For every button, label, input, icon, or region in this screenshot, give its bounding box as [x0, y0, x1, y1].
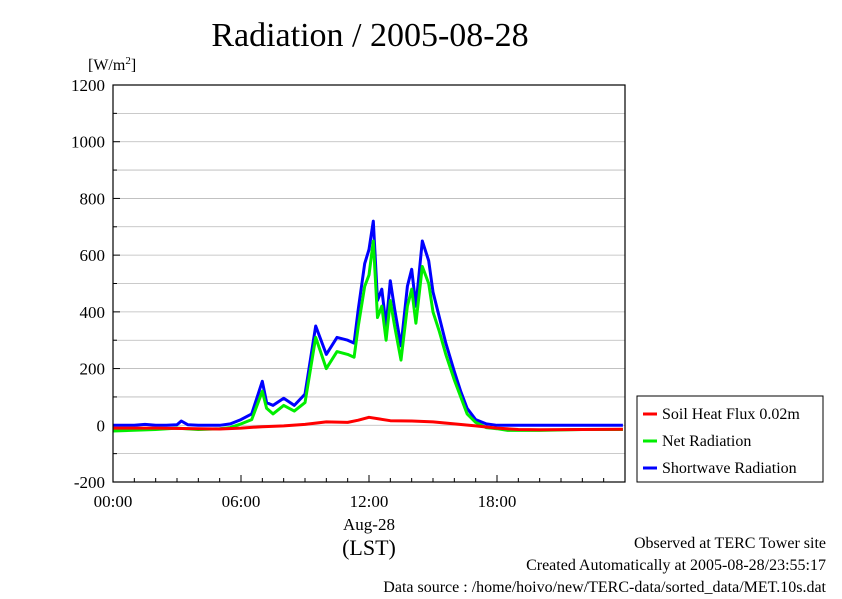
legend-items: Soil Heat Flux 0.02m Net Radiation Shortwa…	[643, 406, 800, 477]
legend-label: Net Radiation	[662, 433, 751, 450]
chart-title: Radiation / 2005-08-28	[211, 17, 528, 54]
series-line-shortwave-radiation	[113, 219, 623, 427]
series-line-net-radiation	[112, 239, 623, 433]
grid-lines	[112, 84, 626, 483]
y-axis-label-close: ]	[131, 57, 136, 74]
y-tick-label: 1000	[71, 133, 105, 152]
footer-observed: Observed at TERC Tower site	[633, 535, 826, 552]
x-tick-labels: 00:00 06:00 12:00 18:00	[94, 492, 517, 511]
x-tick-label: 06:00	[222, 492, 261, 511]
x-tick-label: 12:00	[350, 492, 389, 511]
footer-data-source: Data source : /home/hoivo/new/TERC-data/…	[383, 579, 826, 596]
footer-info: Observed at TERC Tower site Created Auto…	[383, 533, 826, 599]
series-lines	[112, 219, 623, 433]
y-axis-label-base: [W/m	[88, 57, 126, 74]
legend-box	[636, 395, 824, 483]
legend: Soil Heat Flux 0.02m Net Radiation Shortwa…	[636, 395, 824, 483]
x-axis-label: (LST)	[342, 535, 396, 560]
y-tick-label: 600	[80, 246, 106, 265]
footer-created: Created Automatically at 2005-08-28/23:5…	[526, 557, 826, 574]
y-tick-label: 0	[97, 416, 106, 435]
y-tick-label: 1200	[71, 76, 105, 95]
series-line-soil-heat-flux-0-02m	[113, 415, 623, 432]
x-tick-label: 18:00	[478, 492, 517, 511]
plot-frame	[112, 84, 626, 483]
legend-label: Shortwave Radiation	[662, 460, 797, 477]
y-axis-label: [W/m2]	[88, 55, 136, 74]
y-axis-label-sup: 2	[125, 55, 131, 67]
y-tick-labels: -200 0 200 400 600 800 1000 1200	[71, 76, 105, 492]
y-tick-label: 400	[80, 303, 106, 322]
y-tick-label: 800	[80, 189, 106, 208]
x-axis-date: Aug-28	[343, 515, 395, 534]
legend-label: Soil Heat Flux 0.02m	[662, 406, 800, 423]
x-tick-label: 00:00	[94, 492, 133, 511]
y-tick-label: -200	[74, 473, 105, 492]
y-tick-label: 200	[80, 360, 106, 379]
